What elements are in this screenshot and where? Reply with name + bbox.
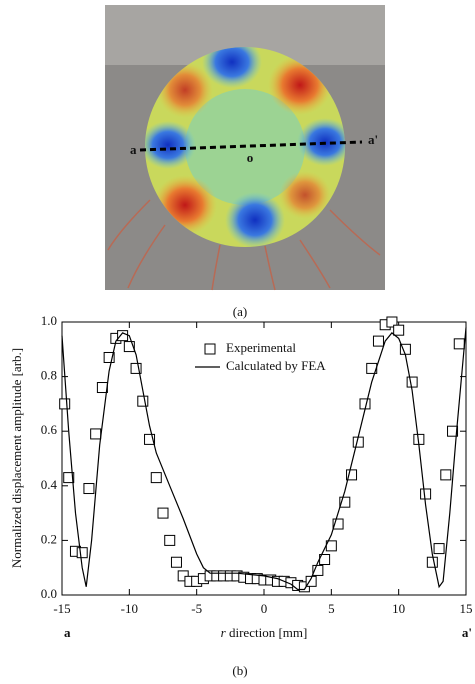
caption: (b): [232, 663, 247, 678]
x-tick-label: 10: [392, 601, 405, 616]
data-point: [406, 376, 418, 388]
data-point: [433, 543, 445, 555]
data-point: [164, 534, 176, 546]
y-tick-label: 0.2: [41, 531, 57, 546]
y-tick-label: 0.8: [41, 368, 57, 383]
data-point: [150, 472, 162, 484]
data-point: [157, 507, 169, 519]
data-point: [59, 398, 71, 410]
y-tick-label: 0.4: [41, 477, 58, 492]
data-point: [103, 351, 115, 363]
data-point: [372, 335, 384, 347]
photo: a o a': [105, 5, 385, 291]
fea-line: [61, 327, 467, 591]
data-point: [440, 469, 452, 481]
data-point: [312, 564, 324, 576]
legend-label: Calculated by FEA: [226, 358, 326, 373]
data-point: [420, 488, 432, 500]
legend-symbol: [204, 343, 216, 355]
x-axis-label: r direction [mm]: [221, 625, 308, 640]
x-tick-label: 0: [261, 601, 268, 616]
chart: Normalized displacement amplitude [arb.]…: [9, 313, 473, 678]
section-line: [139, 140, 363, 152]
data-point: [123, 341, 135, 353]
point-label: a': [368, 132, 378, 147]
x-tick-label: 5: [328, 601, 335, 616]
y-tick-label: 0.6: [41, 422, 58, 437]
data-point: [346, 469, 358, 481]
data-point: [170, 556, 182, 568]
end-label: a: [64, 625, 71, 640]
data-point: [332, 518, 344, 530]
data-point: [144, 433, 156, 445]
data-point: [393, 324, 405, 336]
x-tick-label: 15: [460, 601, 473, 616]
point-label: o: [247, 150, 254, 165]
data-point: [117, 330, 129, 342]
data-point: [76, 547, 88, 559]
data-point: [426, 556, 438, 568]
data-point: [90, 428, 102, 440]
data-point: [305, 575, 317, 587]
x-tick-label: -15: [53, 601, 70, 616]
data-point: [386, 316, 398, 328]
data-point: [453, 338, 465, 350]
x-axis-variable: r: [221, 625, 227, 640]
point-label: a: [130, 142, 137, 157]
y-tick-label: 0.0: [41, 586, 57, 601]
data-point: [137, 395, 149, 407]
data-point: [447, 425, 459, 437]
y-axis-label: Normalized displacement amplitude [arb.]: [9, 348, 24, 568]
data-point: [96, 382, 108, 394]
legend-label: Experimental: [226, 340, 296, 355]
caption: (a): [233, 304, 247, 319]
x-tick-label: -5: [191, 601, 202, 616]
data-point: [339, 496, 351, 508]
data-point: [83, 483, 95, 495]
y-tick-label: 1.0: [41, 313, 57, 328]
data-point: [130, 362, 142, 374]
x-tick-label: -10: [121, 601, 138, 616]
data-point: [63, 472, 75, 484]
end-label: a': [462, 625, 472, 640]
x-axis-text: direction [mm]: [229, 625, 307, 640]
